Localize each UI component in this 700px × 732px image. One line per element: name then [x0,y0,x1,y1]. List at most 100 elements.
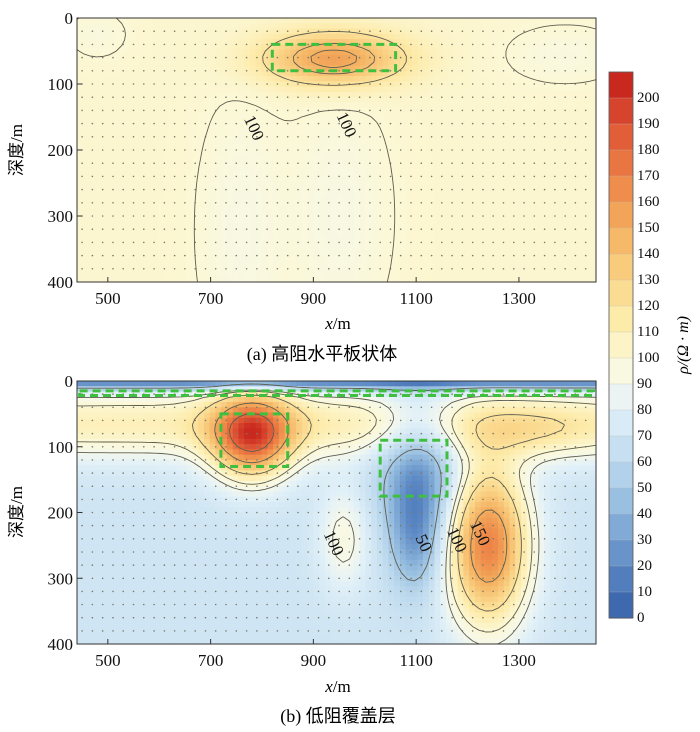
grid-dot [554,70,556,72]
heatmap-cell [497,97,505,104]
heatmap-cell [578,134,586,141]
grid-dot [122,122,124,125]
heatmap-cell [469,86,476,93]
heatmap-cell [284,102,291,109]
heatmap-cell [319,150,326,156]
heatmap-cell [382,139,389,146]
heatmap-cell [232,39,240,45]
heatmap-cell [123,28,130,35]
heatmap-cell [555,113,562,119]
heatmap-cell [423,192,430,199]
heatmap-cell [278,18,286,24]
heatmap-cell [428,76,436,82]
heatmap-cell [301,218,309,225]
heatmap-cell [348,76,355,82]
heatmap-cell [267,54,274,61]
heatmap-cell [319,260,326,267]
grid-dot [358,109,361,112]
heatmap-cell [399,276,407,283]
heatmap-cell [261,271,268,278]
heatmap-cell [261,197,268,204]
heatmap-cell [572,176,580,183]
heatmap-cell [111,91,118,98]
heatmap-cell [330,65,338,72]
heatmap-cell [526,91,534,98]
heatmap-cell [151,160,159,167]
heatmap-cell [457,118,464,125]
heatmap-cell [394,171,401,177]
heatmap-cell [434,150,441,156]
heatmap-cell [111,255,118,262]
heatmap-cell [503,255,511,262]
heatmap-cell [348,266,355,273]
heatmap-cell [157,107,165,114]
heatmap-cell [117,218,124,225]
heatmap-cell [324,86,332,93]
heatmap-cell [469,150,476,156]
heatmap-cell [382,49,389,56]
heatmap-cell [371,155,378,162]
heatmap-cell [146,33,153,40]
heatmap-cell [94,123,101,130]
heatmap-cell [273,39,280,45]
heatmap-cell [163,65,170,72]
heatmap-cell [319,81,326,88]
heatmap-cell [82,223,90,230]
heatmap-cell [549,102,557,109]
heatmap-cell [538,28,545,35]
heatmap-cell [451,33,459,40]
heatmap-cell [434,49,441,56]
grid-dot [358,96,361,98]
heatmap-cell [319,234,326,241]
heatmap-cell [451,160,459,167]
heatmap-cell [359,250,366,257]
heatmap-cell [463,218,470,225]
heatmap-cell [469,223,476,230]
heatmap-cell [244,165,251,172]
heatmap-cell [492,276,499,283]
heatmap-cell [336,60,343,67]
heatmap-cell [255,181,263,188]
heatmap-cell [94,144,101,151]
grid-dot [81,96,83,98]
grid-dot [399,109,402,112]
heatmap-cell [94,176,101,183]
heatmap-cell [301,155,309,162]
heatmap-cell [284,44,291,51]
heatmap-cell [209,266,216,273]
heatmap-cell [215,250,222,257]
heatmap-cell [123,60,130,67]
heatmap-cell [169,218,176,225]
heatmap-cell [261,234,268,241]
heatmap-cell [198,213,205,220]
grid-dot [256,70,258,72]
heatmap-cell [88,223,95,230]
heatmap-cell [394,128,401,135]
heatmap-cell [273,276,280,283]
heatmap-cell [561,18,568,24]
grid-dot [513,70,515,72]
heatmap-cell [186,160,193,167]
heatmap-cell [82,255,90,262]
heatmap-cell [532,192,539,199]
heatmap-cell [451,165,459,172]
grid-dot [132,109,135,112]
heatmap-cell [561,70,568,77]
heatmap-cell [105,239,113,246]
heatmap-cell [215,202,222,209]
heatmap-cell [451,171,459,177]
heatmap-cell [151,54,159,61]
heatmap-cell [405,213,413,220]
heatmap-cell [376,128,384,135]
heatmap-cell [123,181,130,188]
heatmap-cell [526,160,534,167]
heatmap-cell [497,49,505,56]
heatmap-cell [348,150,355,156]
heatmap-cell [399,160,407,167]
heatmap-cell [180,150,188,156]
heatmap-cell [382,128,389,135]
heatmap-cell [151,260,159,267]
heatmap-cell [296,223,303,230]
heatmap-cell [221,176,228,183]
heatmap-cell [232,208,240,214]
